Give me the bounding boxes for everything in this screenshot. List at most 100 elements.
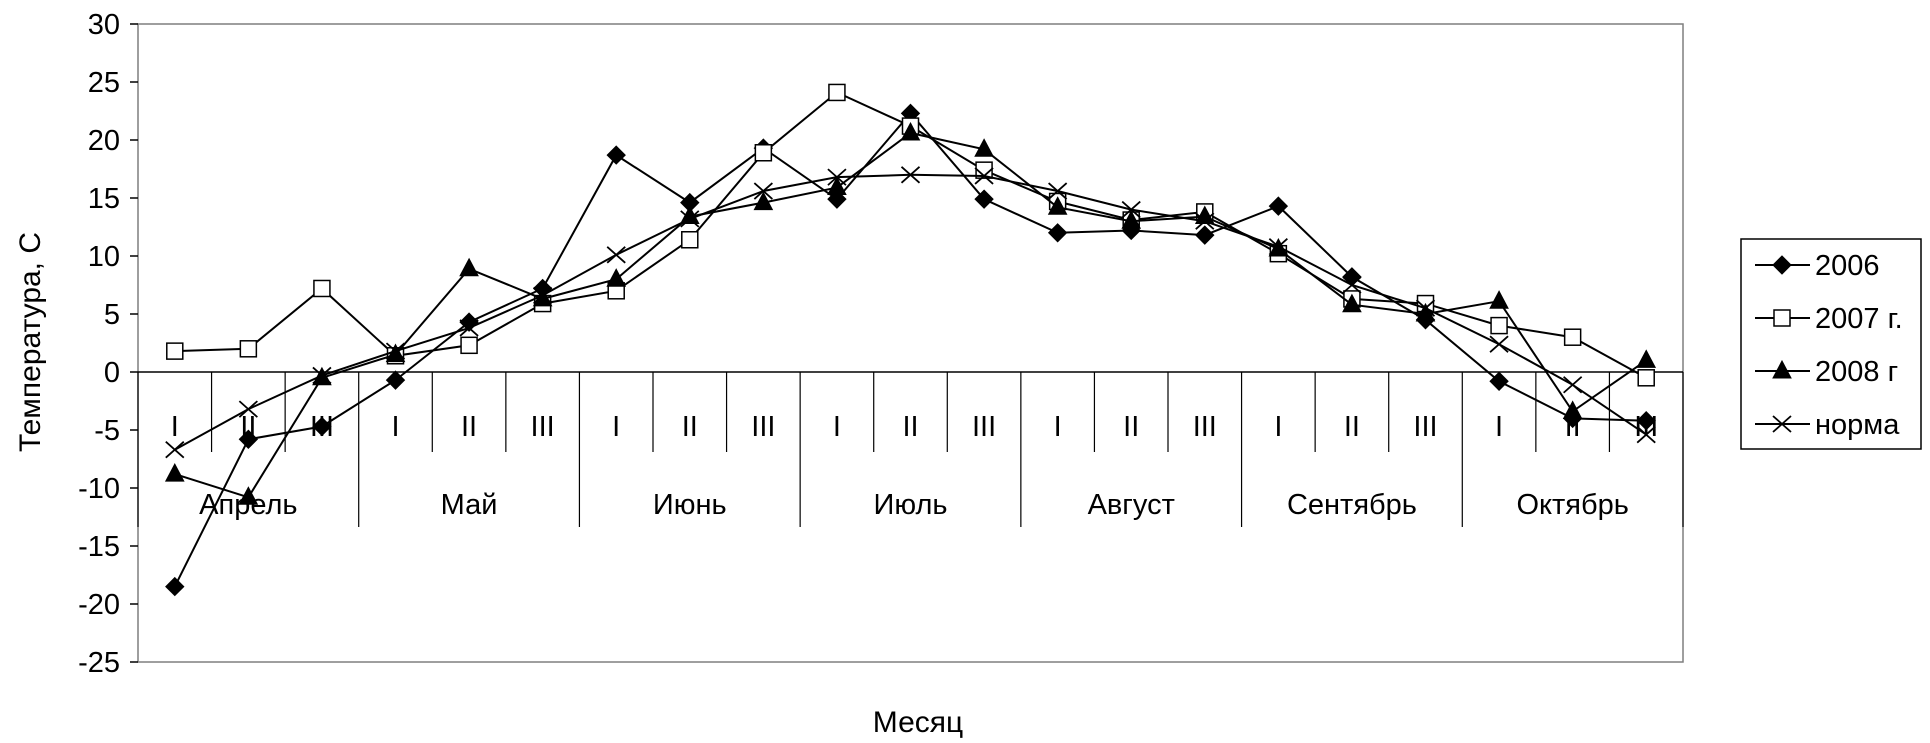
data-point [828,83,846,102]
month-label: Май [441,489,498,521]
data-point [753,182,773,200]
data-point [385,370,406,390]
data-point [753,191,774,211]
marker-stroke [1195,212,1215,230]
data-point [974,138,994,157]
data-point [1195,225,1215,245]
data-point [1563,328,1582,346]
marker-stroke [1121,200,1141,219]
y-axis: 30 25 20 15 10 5 0 -5 -10 -15 -20 -25 [78,9,138,679]
legend-box [1740,238,1922,450]
plot-area-group [137,23,1684,663]
y-tick-label: -20 [78,589,120,621]
period-label: I [833,411,841,443]
data-point [385,342,406,360]
marker-stroke [1048,182,1068,200]
y-tick-label: 25 [88,67,120,99]
marker-stroke [606,246,626,264]
y-axis-title: Температура, С [14,232,47,452]
marker-stroke [165,441,185,459]
data-point [1268,238,1288,256]
marker-stroke [1342,276,1362,294]
data-point [1636,411,1656,431]
period-label: III [1193,411,1217,443]
legend-label: 2008 г [1815,356,1898,388]
period-label: I [1495,411,1503,443]
y-tick-label: 15 [88,183,120,215]
period-label: II [1344,411,1360,443]
legend-marker [1773,309,1791,327]
data-point [1489,290,1509,309]
data-point [238,486,259,505]
data-point [1490,316,1508,335]
series-0 [165,103,1656,597]
data-point [827,176,847,196]
data-point [459,257,479,277]
data-point [460,336,478,355]
marker-stroke [1636,425,1656,444]
data-point [1194,205,1215,225]
data-point [459,319,479,337]
data-point [827,168,847,186]
period-label: I [391,411,399,443]
data-point [1047,196,1068,215]
period-label: I [612,411,620,443]
data-point [975,161,993,179]
series-layer [164,83,1657,597]
data-point [1047,223,1068,243]
period-label: I [171,411,179,443]
period-label: III [751,411,775,443]
y-tick-label: -10 [78,473,120,505]
data-point [1268,196,1289,216]
period-label: III [1413,411,1437,443]
data-point [238,400,258,418]
data-point [1489,335,1509,353]
legend-entry: норма [1755,409,1900,441]
marker-stroke [900,166,921,184]
period-label: II [682,411,698,443]
month-label: Июнь [653,489,727,521]
period-label: II [1123,411,1139,443]
data-point [1048,182,1068,200]
legend-entry: 2008 г [1755,356,1898,388]
marker-stroke [312,366,332,385]
month-label: Сентябрь [1287,489,1417,521]
data-point [238,429,259,449]
marker-stroke [1268,238,1288,256]
marker-stroke [1415,299,1436,317]
data-point [312,416,332,437]
marker-stroke [1563,376,1583,394]
legend-marker [1772,255,1792,275]
data-point [1121,200,1141,219]
data-point [754,144,773,162]
data-point [1121,210,1142,229]
marker-stroke [385,342,406,360]
legend-label: 2007 г. [1815,303,1903,335]
legend: 2006 2007 г. 2008 г норма [1740,238,1922,450]
y-tick-label: 0 [104,357,120,389]
data-point [900,121,921,141]
legend-marker [1772,359,1792,379]
data-point [900,166,921,184]
y-tick-label: -15 [78,531,120,563]
data-point [312,366,332,385]
period-label: III [531,411,555,443]
marker-stroke [533,286,553,305]
period-label: I [1054,411,1062,443]
category-axis: IIIIIIIIIIIIIIIIIIIIIIIIIIIIIIIIIIIIIIII… [137,371,1684,527]
legend-entry: 2006 [1755,250,1880,282]
data-point [606,246,626,264]
data-point [164,463,185,482]
marker-stroke [238,400,258,418]
data-point [165,576,185,597]
plot-frame [137,23,1684,663]
y-tick-label: 30 [88,9,120,41]
y-tick-label: -25 [78,647,120,679]
data-point [1489,371,1509,391]
x-axis-title: Месяц [873,706,963,739]
data-point [606,145,626,165]
data-point [533,286,553,305]
period-label: II [461,411,477,443]
data-point [681,231,699,249]
